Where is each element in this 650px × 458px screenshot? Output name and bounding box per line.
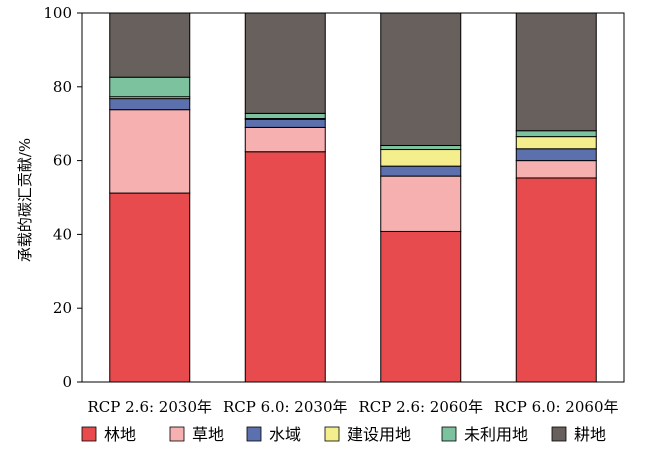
- legend-swatch: [324, 426, 340, 442]
- y-tick-label: 60: [53, 152, 72, 170]
- y-axis-title: 承载的碳汇贡献/%: [16, 138, 34, 262]
- bar-segment-1-5: [109, 76, 191, 98]
- plot-area: [81, 12, 625, 383]
- bar-segment-4-3: [515, 148, 597, 162]
- bar-segment-3-3: [380, 165, 462, 177]
- bar-segment-4-2: [515, 160, 597, 179]
- y-tick-label: 40: [53, 225, 72, 243]
- bar-segment-3-4: [380, 149, 462, 167]
- bar-segment-3-6: [380, 12, 462, 146]
- legend-item: 草地: [169, 425, 224, 444]
- y-axis: 0 20 40 60 80 100: [43, 4, 82, 391]
- legend-label: 林地: [104, 425, 136, 444]
- legend-label: 水域: [269, 425, 301, 444]
- bar-segment-4-6: [515, 12, 597, 132]
- y-tick-label: 20: [53, 299, 72, 317]
- legend-item: 建设用地: [324, 425, 411, 444]
- legend-item: 水域: [246, 425, 301, 444]
- x-tick-label: RCP 6.0: 2030年: [223, 398, 347, 416]
- legend-label: 耕地: [574, 425, 606, 444]
- legend: 林地 草地 水域 建设用地 未利用地 耕地: [81, 425, 606, 444]
- x-tick-label: RCP 6.0: 2060年: [494, 398, 618, 416]
- y-tick-label: 0: [62, 373, 72, 391]
- bar-segment-1-1: [109, 192, 191, 383]
- legend-item: 耕地: [551, 425, 606, 444]
- x-tick-label: RCP 2.6: 2030年: [88, 398, 212, 416]
- y-tick-label: 100: [43, 4, 72, 22]
- legend-swatch: [169, 426, 185, 442]
- legend-label: 草地: [192, 425, 224, 444]
- bar-segment-2-3: [244, 118, 326, 128]
- legend-swatch: [81, 426, 97, 442]
- bar-segment-4-5: [515, 130, 597, 138]
- bar-segment-2-5: [244, 112, 326, 120]
- bar-segment-1-6: [109, 12, 191, 78]
- bar-segment-2-6: [244, 12, 326, 114]
- bar-segment-2-2: [244, 126, 326, 153]
- y-tick-label: 80: [53, 78, 72, 96]
- bar-segment-1-2: [109, 109, 191, 194]
- legend-item: 林地: [81, 425, 136, 444]
- bar-segment-3-5: [380, 144, 462, 151]
- bar-segment-3-1: [380, 230, 462, 383]
- bar-segment-3-2: [380, 175, 462, 232]
- legend-swatch: [246, 426, 262, 442]
- plot-frame: [81, 12, 625, 383]
- bar-segment-4-4: [515, 136, 597, 150]
- bar-segment-4-1: [515, 177, 597, 383]
- legend-label: 未利用地: [464, 425, 528, 444]
- bar-segment-1-3: [109, 98, 191, 111]
- legend-swatch: [551, 426, 567, 442]
- legend-item: 未利用地: [441, 425, 528, 444]
- x-axis: RCP 2.6: 2030年 RCP 6.0: 2030年 RCP 2.6: 206…: [88, 398, 619, 416]
- legend-label: 建设用地: [347, 425, 411, 444]
- bar-segment-2-1: [244, 151, 326, 383]
- legend-swatch: [441, 426, 457, 442]
- x-tick-label: RCP 2.6: 2060年: [359, 398, 483, 416]
